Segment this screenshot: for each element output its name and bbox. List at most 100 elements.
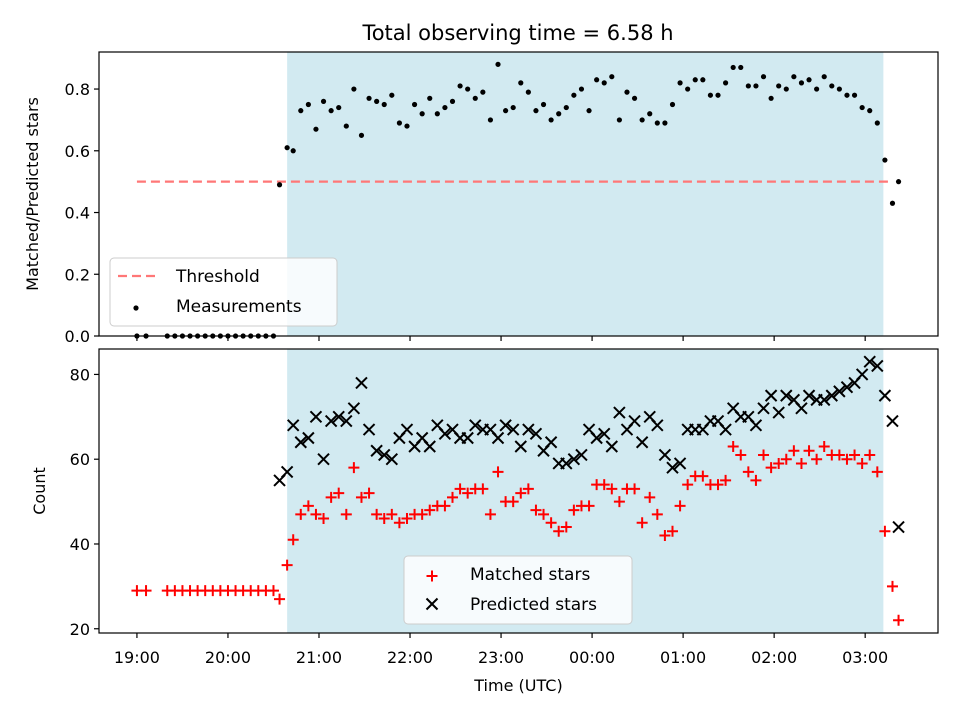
predicted-star-marker [294,436,307,449]
measurement-point [540,101,547,108]
predicted-star-marker [324,414,338,428]
measurement-point [700,77,706,83]
matched-star-marker [893,614,905,626]
x-axis-label: Time (UTC) [473,676,562,695]
measurement-points [134,61,902,339]
matched-star-marker [613,496,625,508]
measurement-point [374,98,380,104]
measurement-point [821,74,827,80]
predicted-star-marker [423,440,436,453]
measurement-point [563,104,569,111]
legend-bottom: Matched stars Predicted stars [403,555,633,625]
matched-star-marker [340,508,352,520]
measurement-point [284,145,290,151]
x-tick-label: 02:00 [751,648,797,667]
matched-star-marker [750,474,762,486]
x-tick-label: 03:00 [842,648,888,667]
matched-star-marker [401,513,413,525]
matched-star-marker [378,513,390,525]
matched-star-marker [545,517,557,529]
x-tick-label: 20:00 [205,648,251,667]
matched-star-marker [758,449,770,461]
matched-star-marker [803,445,815,457]
predicted-star-marker [469,419,482,432]
predicted-star-marker [658,448,672,462]
matched-star-marker [386,508,398,520]
measurement-point [601,80,607,86]
count-panel: 20 40 60 80 19:00 20:00 21:00 22:00 23:00 00:00 0… [30,348,939,695]
predicted-star-marker [280,465,294,479]
matched-star-marker [629,483,641,495]
matched-star-marker [274,593,286,605]
measurement-point [298,108,304,114]
matched-star-marker [720,474,732,486]
measurement-point [457,83,463,89]
predicted-star-marker [560,457,573,470]
predicted-star-marker [590,431,603,445]
measurement-point [578,86,585,92]
matched-star-marker [606,483,618,495]
matched-star-points [131,440,905,626]
predicted-star-marker [878,389,892,402]
y-tick-label: 0.0 [65,327,90,346]
matched-star-marker [849,449,861,461]
measurement-point [571,92,577,98]
measurement-point [525,89,531,95]
y-tick-label: 60 [70,450,90,469]
measurement-point [556,111,562,117]
matched-star-marker [568,504,580,516]
matched-star-marker [795,457,807,469]
predicted-star-marker [529,427,543,440]
y-tick-label: 0.8 [65,80,90,99]
x-axis-ticks-top [136,336,866,341]
predicted-star-marker [506,423,520,436]
predicted-star-marker [628,414,641,428]
predicted-star-marker [522,423,535,436]
predicted-star-marker [347,402,361,415]
matched-star-marker [765,462,777,474]
predicted-star-marker [673,457,687,470]
matched-star-marker [538,508,550,520]
predicted-star-marker [362,423,376,436]
matched-star-marker [659,530,671,542]
y-axis-ticks-top: 0.0 0.2 0.4 0.6 0.8 [65,80,99,346]
matched-star-marker [295,508,307,520]
measurement-point [806,77,812,83]
legend-label: Matched stars [470,565,590,585]
legend-top: Threshold Measurements [109,257,338,327]
matched-star-marker [267,585,279,597]
predicted-star-marker [772,406,785,419]
measurement-point [738,64,744,71]
legend-label: Measurements [176,297,302,317]
predicted-star-marker [863,355,876,368]
measurement-point [859,104,865,111]
matched-star-marker [742,466,754,478]
measurement-point [503,108,509,114]
measurement-point [783,86,789,92]
matched-star-marker [424,504,436,516]
matched-star-marker [879,525,891,537]
measurement-point [510,104,516,111]
predicted-star-marker [719,423,732,436]
matched-star-marker [363,487,375,499]
y-tick-label: 0.6 [65,142,90,161]
matched-star-marker [644,491,656,503]
measurement-point [343,123,349,129]
matched-star-marker [333,487,345,499]
matched-star-marker [140,585,152,597]
measurement-point [358,132,365,138]
matched-star-marker [818,440,830,452]
matched-star-marker [439,500,451,512]
measurement-point [328,108,334,114]
matched-star-marker [310,508,322,520]
predicted-star-marker [780,389,793,402]
measurement-point [654,120,660,126]
matched-star-marker [507,496,519,508]
axes-frame-top [98,51,939,337]
measurement-point [518,80,524,86]
predicted-star-marker [833,385,846,398]
ratio-panel: 0.00.20.40.60.8 Matched/Predicted stars … [23,51,939,346]
predicted-star-marker [355,376,368,390]
legend-matched-swatch [426,570,438,582]
predicted-star-marker [378,448,391,462]
